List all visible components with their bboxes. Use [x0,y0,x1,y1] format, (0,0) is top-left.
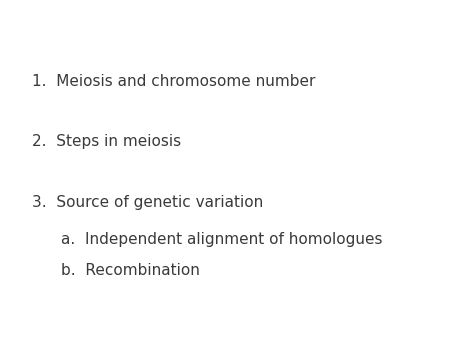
Text: 2.  Steps in meiosis: 2. Steps in meiosis [32,135,180,149]
Text: a.  Independent alignment of homologues: a. Independent alignment of homologues [61,233,382,247]
Text: 1.  Meiosis and chromosome number: 1. Meiosis and chromosome number [32,74,315,89]
Text: b.  Recombination: b. Recombination [61,263,200,278]
Text: 3.  Source of genetic variation: 3. Source of genetic variation [32,195,263,210]
